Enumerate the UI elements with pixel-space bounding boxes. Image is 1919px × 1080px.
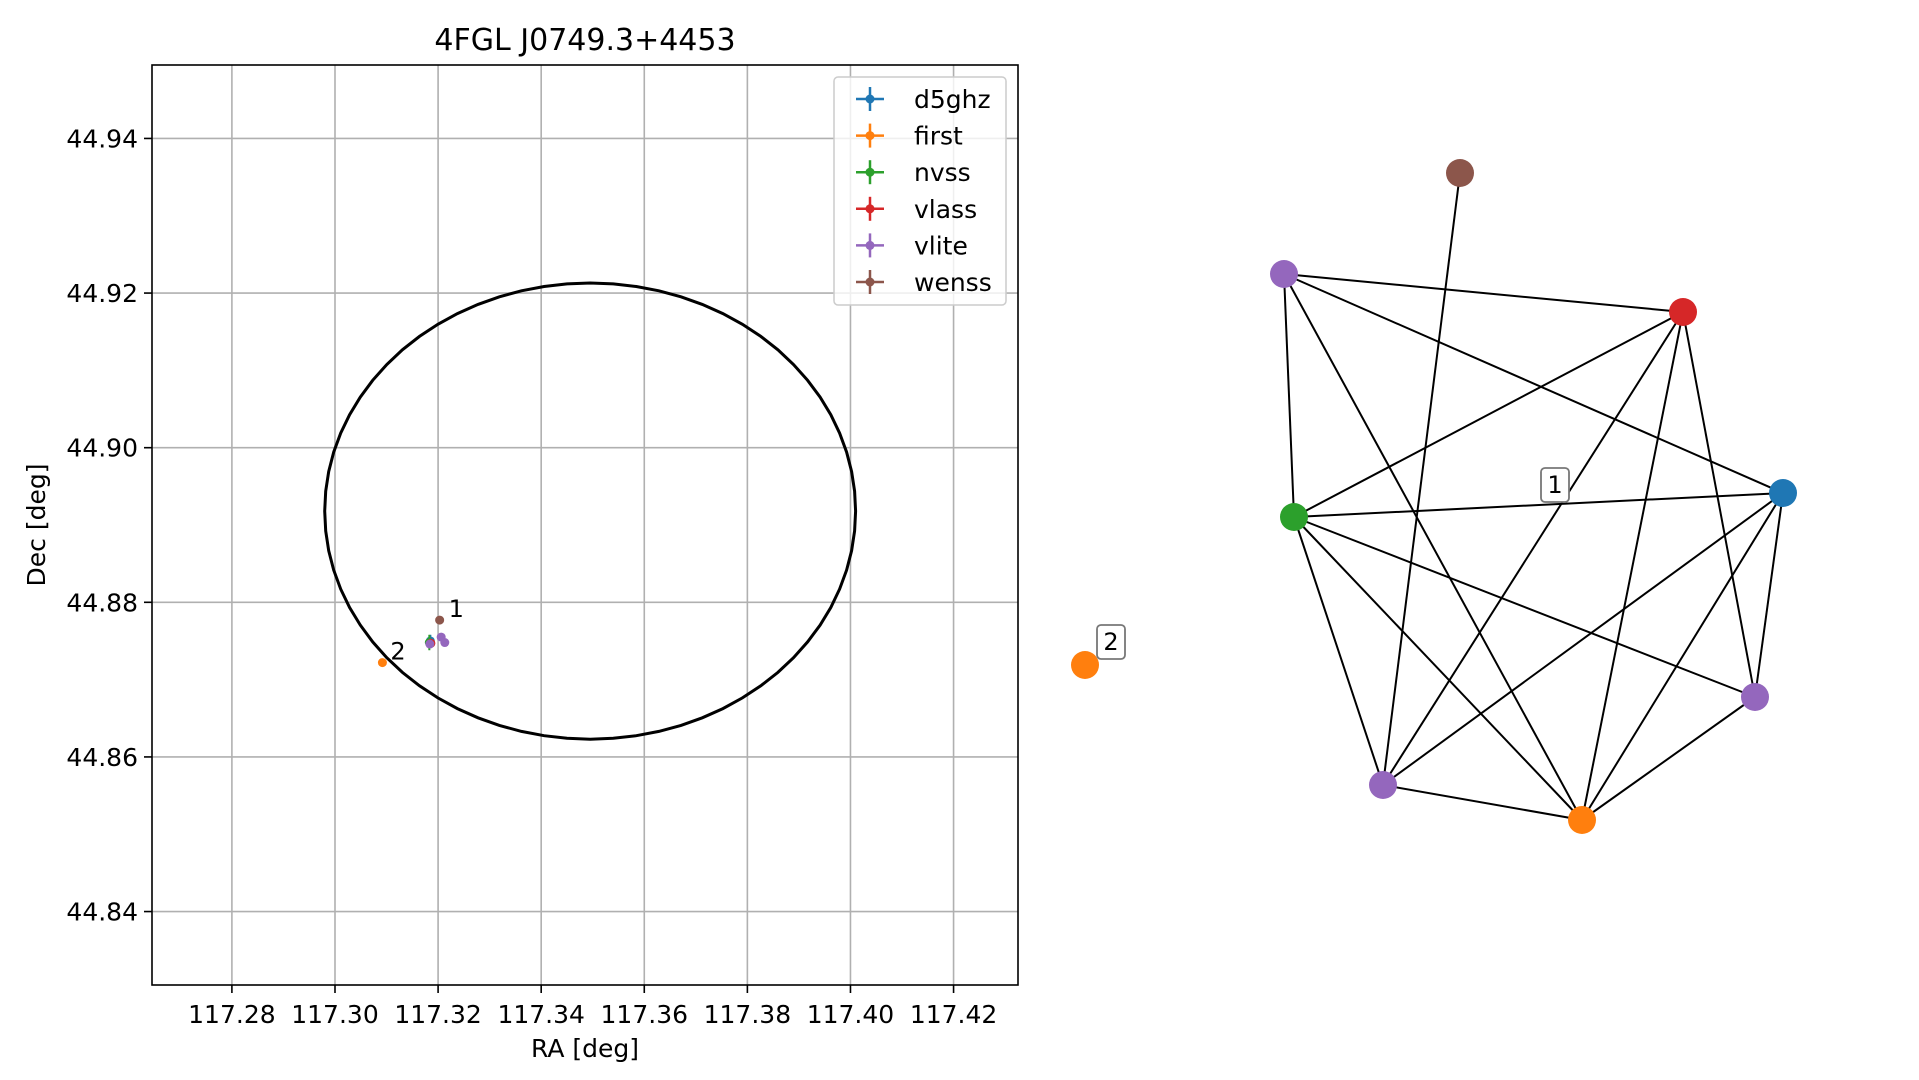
legend-label: first	[914, 122, 963, 151]
plot-frame	[151, 64, 1019, 986]
x-tick-label: 117.40	[807, 1000, 894, 1029]
graph-labels: 12	[1096, 467, 1570, 660]
confidence-ellipse	[323, 281, 858, 741]
legend-box	[833, 76, 1007, 306]
graph-edge	[1581, 492, 1784, 821]
point-annotations: 12	[390, 595, 464, 666]
legend-label: d5ghz	[914, 85, 991, 114]
x-axis-label: RA [deg]	[531, 1034, 639, 1063]
graph-node-first-b	[1071, 651, 1099, 679]
graph-edge	[1754, 492, 1784, 698]
graph-edge	[1382, 311, 1684, 786]
data-point-first	[377, 658, 387, 668]
graph-node-vlite-b	[1741, 683, 1769, 711]
graph-node-nvss	[1280, 503, 1308, 531]
y-axis-ticks: 44.84 44.86 44.88 44.90 44.92 44.94	[66, 124, 152, 927]
point-marker	[440, 638, 450, 648]
legend-entry-wenss: wenss	[856, 268, 992, 297]
legend: d5ghz first nvss vlass vlite wenss	[833, 76, 1007, 306]
legend-marker	[865, 167, 875, 177]
graph-edge	[1293, 516, 1583, 821]
legend-marker	[865, 240, 875, 250]
data-point-wenss	[435, 615, 445, 625]
graph-edge	[1293, 516, 1756, 698]
graph-label-box	[1540, 467, 1570, 503]
data-points	[377, 615, 450, 668]
graph-label-text: 1	[1547, 471, 1562, 499]
x-tick-label: 117.30	[291, 1000, 378, 1029]
graph-node-first-a	[1568, 806, 1596, 834]
legend-marker	[865, 131, 875, 141]
y-axis-label: Dec [deg]	[22, 464, 51, 587]
y-tick-label: 44.86	[66, 743, 138, 772]
point-marker	[377, 658, 387, 668]
y-tick-label: 44.94	[66, 124, 138, 153]
x-tick-label: 117.28	[188, 1000, 275, 1029]
graph-label: 2	[1096, 624, 1126, 660]
legend-label: wenss	[914, 268, 992, 297]
graph-label-box	[1096, 624, 1126, 660]
legend-label: vlite	[914, 231, 968, 260]
graph-node-vlass	[1669, 298, 1697, 326]
legend-entry-vlite: vlite	[856, 231, 968, 260]
graph-edges	[1283, 172, 1784, 821]
graph-label-text: 2	[1103, 628, 1118, 656]
graph-edge	[1283, 273, 1684, 313]
graph-node-vlite-c	[1369, 771, 1397, 799]
x-tick-label: 117.38	[704, 1000, 791, 1029]
graph-edge	[1283, 273, 1583, 821]
graph-edge	[1293, 516, 1384, 786]
graph-edge	[1682, 311, 1756, 698]
legend-marker	[865, 94, 875, 104]
x-tick-label: 117.34	[497, 1000, 584, 1029]
annotation-label: 1	[449, 595, 464, 623]
legend-marker	[865, 277, 875, 287]
graph-label: 1	[1540, 467, 1570, 503]
x-tick-label: 117.42	[910, 1000, 997, 1029]
point-marker	[425, 639, 435, 649]
graph-edge	[1283, 273, 1295, 518]
y-tick-label: 44.88	[66, 588, 138, 617]
network-graph: 12	[1071, 159, 1797, 834]
y-tick-label: 44.92	[66, 279, 138, 308]
chart-title: 4FGL J0749.3+4453	[434, 23, 735, 58]
legend-marker	[865, 204, 875, 214]
scatter-plot: 4FGL J0749.3+4453 117.28 117.30 117.32 117.…	[22, 23, 1019, 1063]
legend-entry-nvss: nvss	[856, 158, 971, 187]
graph-edge	[1382, 172, 1461, 786]
graph-edge	[1382, 492, 1784, 786]
y-tick-label: 44.84	[66, 898, 138, 927]
data-point-vlite	[440, 638, 450, 648]
graph-node-d5ghz	[1769, 479, 1797, 507]
legend-entry-vlass: vlass	[856, 195, 977, 224]
graph-nodes	[1071, 159, 1797, 834]
graph-edge	[1581, 311, 1684, 821]
graph-edge	[1293, 492, 1784, 518]
x-axis-ticks: 117.28 117.30 117.32 117.34 117.36 117.38 117.…	[188, 985, 997, 1029]
y-tick-label: 44.90	[66, 434, 138, 463]
legend-label: nvss	[914, 158, 971, 187]
graph-edge	[1581, 696, 1756, 821]
legend-entry-d5ghz: d5ghz	[856, 85, 991, 114]
data-point-vlite	[425, 639, 435, 649]
x-tick-label: 117.32	[394, 1000, 481, 1029]
legend-entries: d5ghz first nvss vlass vlite wenss	[856, 85, 992, 297]
point-marker	[435, 615, 445, 625]
legend-entry-first: first	[856, 122, 963, 151]
graph-node-wenss	[1446, 159, 1474, 187]
x-tick-label: 117.36	[601, 1000, 688, 1029]
annotation-label: 2	[390, 638, 405, 666]
graph-node-vlite-a	[1270, 260, 1298, 288]
legend-label: vlass	[914, 195, 977, 224]
graph-edge	[1293, 311, 1684, 518]
graph-edge	[1382, 784, 1583, 821]
graph-edge	[1283, 273, 1784, 494]
